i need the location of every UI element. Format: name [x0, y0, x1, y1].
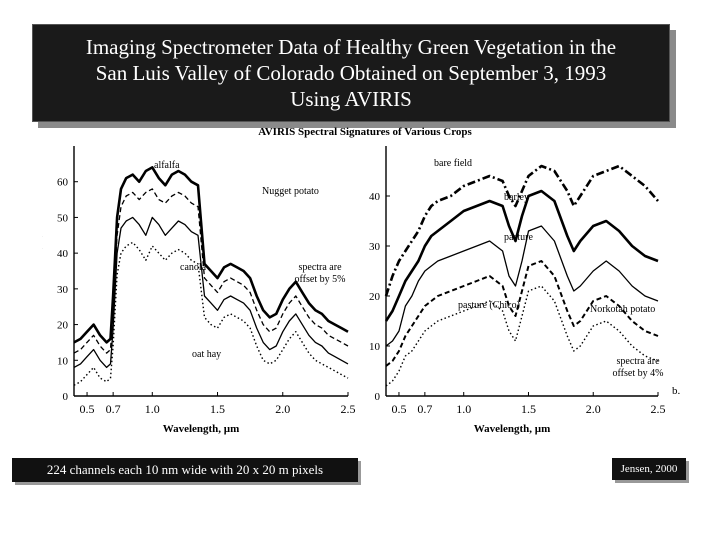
series-label: alfalfa [154, 160, 180, 171]
slide-title-line-1: Imaging Spectrometer Data of Healthy Gre… [85, 35, 617, 59]
y-tick-label: 50 [57, 212, 69, 224]
series-label: pasture [504, 232, 533, 243]
series-label: canola [180, 262, 207, 273]
x-tick-label: 2.5 [651, 402, 666, 416]
series-line-nugget-potato [73, 188, 349, 354]
x-tick-label: 0.5 [391, 402, 406, 416]
x-tick-label: 1.5 [521, 402, 536, 416]
offset-annotation: spectra are offset by 5% [295, 262, 346, 285]
x-tick-label: 0.7 [106, 402, 121, 416]
figure-title: AVIRIS Spectral Signatures of Various Cr… [258, 126, 472, 138]
y-tick-label: 40 [369, 191, 381, 203]
y-tick-label: 20 [369, 291, 381, 303]
source-credit: Jensen, 2000 [612, 458, 686, 480]
y-tick-label: 10 [57, 355, 69, 367]
series-label: Norkotah potato [590, 304, 655, 315]
slide-title-line-3: Using AVIRIS [290, 87, 412, 111]
series-label: pasture (Chico) [458, 300, 520, 311]
panel-b: 0 10 20 30 40 0.5 0.7 1.0 1.5 2.0 2.5 Wavelength, µ… [369, 146, 681, 435]
offset-annotation: spectra are offset by 4% [613, 356, 664, 379]
series-line-pasture-chico- [385, 260, 659, 367]
x-tick-label: 0.5 [80, 402, 95, 416]
x-tick-label: 0.7 [417, 402, 432, 416]
series-label: barley [504, 192, 529, 203]
spectral-charts: 0 10 20 30 40 50 60 0.5 0.7 1.0 1.5 2.0 2.5 Wavelengt… [42, 146, 681, 435]
x-tick-label: 2.0 [586, 402, 601, 416]
x-tick-label: 1.0 [456, 402, 471, 416]
y-tick-label: 60 [57, 177, 69, 189]
y-tick-label: 0 [63, 391, 69, 403]
series-line-barley [384, 189, 659, 322]
channels-caption: 224 channels each 10 nm wide with 20 x 2… [12, 458, 358, 482]
x-tick-label: 2.5 [341, 402, 356, 416]
panel-a: 0 10 20 30 40 50 60 0.5 0.7 1.0 1.5 2.0 2.5 Wavelengt… [42, 146, 356, 435]
y-tick-label: 20 [57, 320, 69, 332]
series-line-alfalfa [73, 166, 349, 344]
series-line-pasture [385, 225, 659, 347]
slide-title-line-2: San Luis Valley of Colorado Obtained on … [95, 61, 607, 85]
y-tick-label: 10 [369, 341, 381, 353]
x-axis-title: Wavelength, µm [474, 423, 551, 435]
x-tick-label: 1.5 [210, 402, 225, 416]
series-line-oat-hay [73, 241, 349, 386]
x-tick-label: 1.0 [145, 402, 160, 416]
y-tick-label: 30 [57, 284, 69, 296]
slide-title: Imaging Spectrometer Data of Healthy Gre… [32, 24, 670, 122]
y-axis-title: Reflectance (%) [42, 233, 43, 309]
y-tick-label: 0 [375, 391, 381, 403]
series-line-bare-field [384, 164, 659, 297]
panel-label: b. [672, 385, 681, 397]
y-tick-label: 40 [57, 248, 69, 260]
series-line-canola [73, 216, 349, 369]
series-label: oat hay [192, 349, 221, 360]
series-label: bare field [434, 158, 472, 169]
y-tick-label: 30 [369, 241, 381, 253]
series-label: Nugget potato [262, 186, 319, 197]
x-tick-label: 2.0 [275, 402, 290, 416]
series-line-norkotah-potato [385, 285, 659, 387]
x-axis-title: Wavelength, µm [163, 423, 240, 435]
